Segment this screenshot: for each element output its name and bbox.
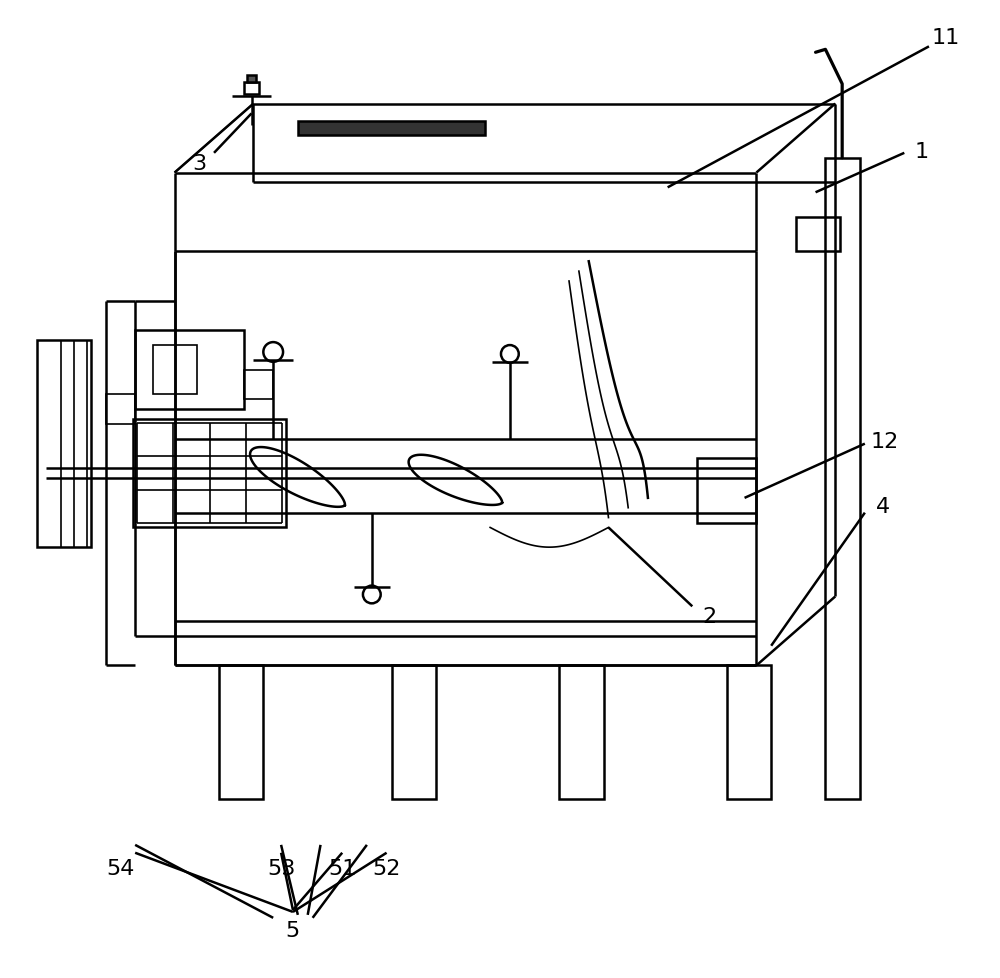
Bar [244, 83, 259, 95]
Bar [796, 218, 840, 252]
Text: 4: 4 [876, 496, 890, 516]
Text: 5: 5 [286, 919, 300, 940]
Text: 52: 52 [372, 858, 401, 877]
Text: 54: 54 [106, 858, 135, 877]
Text: 1: 1 [915, 142, 929, 161]
Bar [219, 666, 263, 799]
Bar [37, 340, 91, 548]
Bar [727, 666, 771, 799]
Text: 51: 51 [328, 858, 356, 877]
Bar [825, 158, 860, 799]
Bar [298, 122, 485, 136]
Bar [244, 371, 273, 400]
Bar [559, 666, 604, 799]
Bar [697, 459, 756, 523]
Bar [106, 395, 135, 424]
Text: 2: 2 [702, 606, 716, 627]
Text: 12: 12 [870, 431, 899, 451]
Bar [247, 76, 256, 83]
Text: 3: 3 [192, 154, 206, 173]
Text: 53: 53 [267, 858, 295, 877]
Bar [153, 345, 197, 395]
Bar [392, 666, 436, 799]
Text: 11: 11 [932, 27, 960, 48]
Bar [133, 420, 286, 528]
Bar [135, 331, 244, 410]
